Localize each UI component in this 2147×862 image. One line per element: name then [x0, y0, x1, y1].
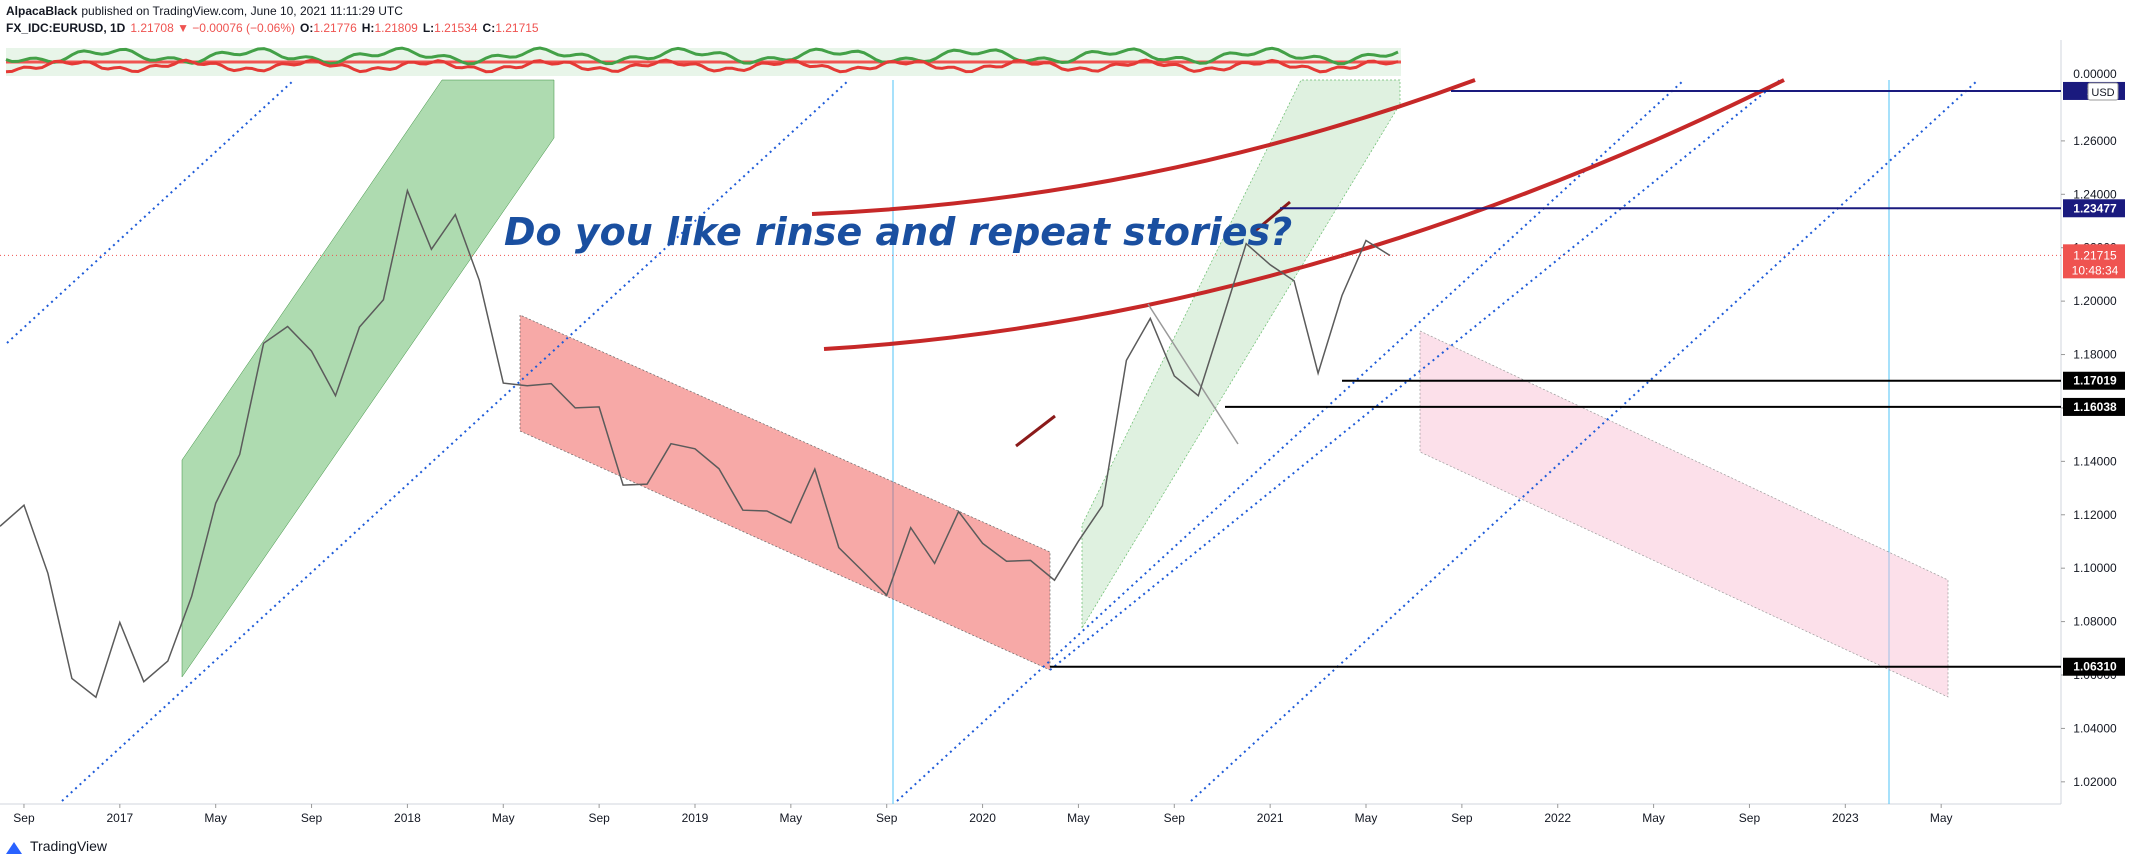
logo: [6, 842, 22, 854]
ohlc-value: 1.21534: [434, 21, 478, 35]
x-tick-label: 2019: [682, 811, 709, 825]
indicator-line: [5, 58, 1399, 74]
x-tick-label: Sep: [1739, 811, 1761, 825]
x-tick-label: May: [780, 811, 803, 825]
footer: TradingView: [30, 838, 108, 854]
ohlc-label: C:: [483, 21, 496, 35]
last-change: 1.21708 ▼ −0.00076 (−0.06%): [130, 21, 295, 35]
x-tick-label: Sep: [1451, 811, 1473, 825]
level-badge: [2063, 371, 2125, 390]
ohlc-value: 1.21715: [495, 21, 539, 35]
countdown-label: 10:48:34: [2072, 263, 2119, 277]
x-tick-label: 2021: [1257, 811, 1284, 825]
x-tick-label: 2017: [106, 811, 133, 825]
x-tick-label: May: [1642, 811, 1665, 825]
y-tick-label: 1.14000: [2073, 454, 2117, 468]
header-line-2: FX_IDC:EURUSD, 1D 1.21708 ▼ −0.00076 (−0.…: [6, 21, 539, 35]
ohlc-value: 1.21776: [313, 21, 357, 35]
x-tick-label: 2020: [969, 811, 996, 825]
y-tick-label: 1.08000: [2073, 615, 2117, 629]
level-badge: [2063, 199, 2125, 218]
y-tick-label: 1.04000: [2073, 721, 2117, 735]
y-tick-label: 1.02000: [2073, 775, 2117, 789]
ohlc-label: L:: [423, 21, 434, 35]
y-tick-label: 1.18000: [2073, 348, 2117, 362]
author: AlpacaBlack: [6, 4, 78, 18]
y-tick-label: 1.12000: [2073, 508, 2117, 522]
x-tick-label: 2023: [1832, 811, 1859, 825]
x-tick-label: Sep: [301, 811, 323, 825]
x-tick-label: May: [1930, 811, 1953, 825]
trend-line: [1254, 200, 1291, 233]
x-tick-label: Sep: [13, 811, 35, 825]
ohlc-label: H:: [362, 21, 375, 35]
channel: [1081, 79, 1401, 630]
x-tick-label: 2022: [1544, 811, 1571, 825]
y-tick-label: 1.26000: [2073, 134, 2117, 148]
curve: [811, 78, 1476, 216]
y-tick-label: 1.24000: [2073, 187, 2117, 201]
header-line-1: AlpacaBlack published on TradingView.com,…: [6, 4, 403, 18]
y-tick-label: 1.10000: [2073, 561, 2117, 575]
last-price-badge: [2063, 244, 2125, 279]
indicator-tick-label: 0.00000: [2073, 67, 2117, 81]
x-tick-label: Sep: [876, 811, 898, 825]
price-line: [0, 188, 1391, 699]
indicator-line: [5, 46, 1399, 66]
level-badge: [2063, 397, 2125, 416]
level-label: 1.06310: [2073, 660, 2117, 674]
level-label: 1.23477: [2073, 201, 2117, 215]
ohlc-value: 1.21809: [374, 21, 418, 35]
x-tick-label: May: [492, 811, 515, 825]
trend-line: [1147, 303, 1239, 445]
x-tick-label: May: [1067, 811, 1090, 825]
channel: [1419, 330, 1949, 698]
currency-label: USD: [2091, 87, 2114, 99]
y-tick-label: 1.20000: [2073, 294, 2117, 308]
level-label: 1.16038: [2073, 400, 2117, 414]
x-tick-label: 2018: [394, 811, 421, 825]
symbol: FX_IDC:EURUSD, 1D: [6, 21, 126, 35]
currency-badge: [2087, 82, 2119, 101]
level-label: 1.17019: [2073, 374, 2117, 388]
x-tick-label: Sep: [588, 811, 610, 825]
level-badge: [2063, 657, 2125, 676]
x-tick-label: May: [1355, 811, 1378, 825]
last-price-label: 1.21715: [2073, 248, 2117, 262]
x-tick-label: May: [204, 811, 227, 825]
annotation: Do you like rinse and repeat stories?: [504, 210, 1292, 254]
ohlc-label: O:: [300, 21, 313, 35]
diagonals: [6, 79, 1979, 802]
curve: [823, 78, 1785, 351]
x-tick-label: Sep: [1164, 811, 1186, 825]
trend-line: [1015, 414, 1056, 448]
published: published on TradingView.com, June 10, 2…: [81, 4, 403, 18]
